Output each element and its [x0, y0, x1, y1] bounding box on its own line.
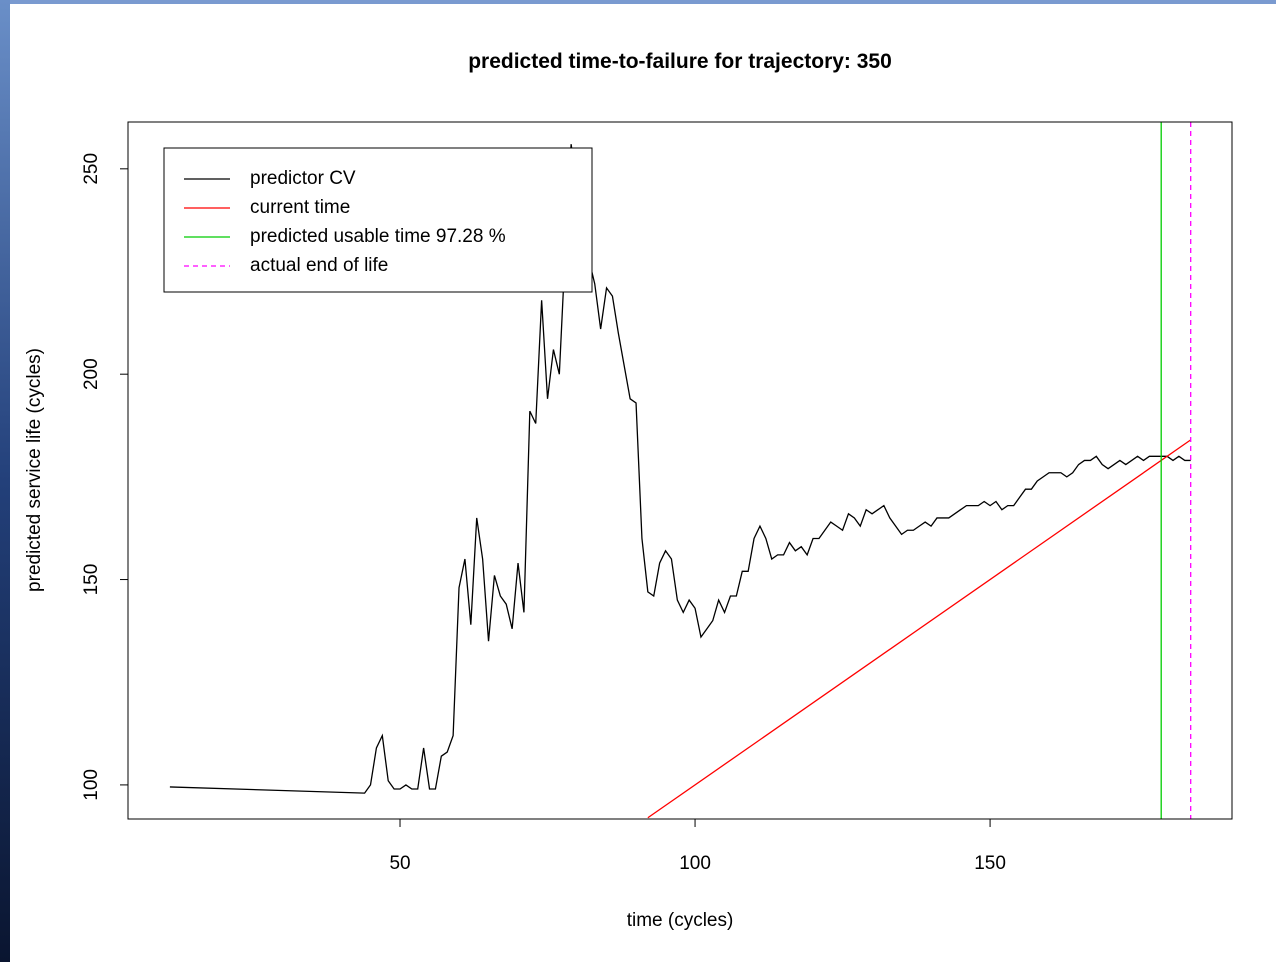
x-axis-label: time (cycles)	[627, 910, 734, 931]
legend-label: current time	[250, 197, 350, 218]
y-tick-label: 200	[81, 358, 102, 390]
x-tick-label: 100	[679, 853, 711, 874]
chart-title: predicted time-to-failure for trajectory…	[468, 50, 892, 73]
y-tick-label: 150	[81, 564, 102, 596]
y-tick-label: 250	[81, 153, 102, 185]
series-line	[169, 144, 1191, 794]
x-tick-label: 150	[974, 853, 1006, 874]
x-tick-label: 50	[389, 853, 410, 874]
window-top-edge	[0, 0, 1276, 4]
legend-box	[163, 147, 593, 293]
legend-label: predicted usable time 97.28 %	[250, 226, 506, 247]
window-side-edge	[0, 0, 10, 962]
series-line	[647, 439, 1192, 819]
legend-label: actual end of life	[250, 255, 388, 276]
y-tick-label: 100	[81, 769, 102, 801]
y-axis-label: predicted service life (cycles)	[24, 348, 45, 592]
legend-label: predictor CV	[250, 168, 356, 189]
plot-frame	[127, 121, 1233, 820]
